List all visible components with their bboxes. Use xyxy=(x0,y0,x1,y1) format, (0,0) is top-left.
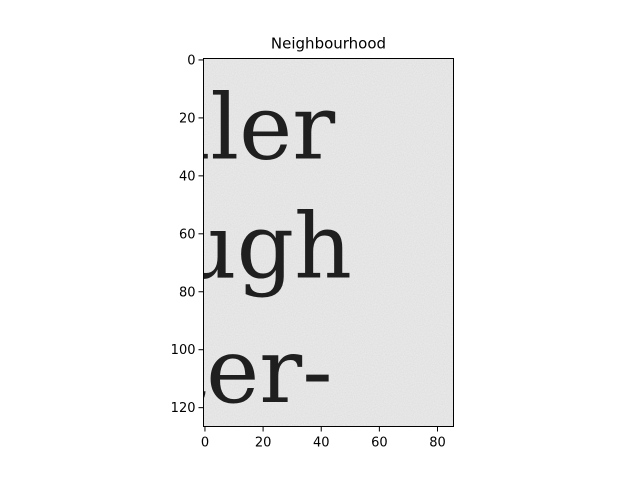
plot-frame xyxy=(203,58,454,427)
chart-title: Neighbourhood xyxy=(271,35,386,53)
y-tick-label: 60 xyxy=(179,227,196,242)
x-tick-label: 20 xyxy=(255,436,272,451)
y-tick-label: 100 xyxy=(171,343,196,358)
y-tick-label: 40 xyxy=(179,169,196,184)
y-tick-label: 20 xyxy=(179,111,196,126)
image-texture xyxy=(203,58,454,427)
image-text-line: ter- xyxy=(170,320,333,424)
image-text-group: ller ugh ter- xyxy=(170,76,352,424)
y-tick-label: 80 xyxy=(179,285,196,300)
y-axis: 0 20 40 60 80 100 120 xyxy=(171,53,204,416)
x-tick-label: 40 xyxy=(313,436,330,451)
x-axis: 0 20 40 60 80 xyxy=(201,426,446,451)
y-tick-label: 0 xyxy=(187,53,195,68)
image-area: ller ugh ter- xyxy=(170,58,454,427)
image-text-line: ugh xyxy=(179,195,352,299)
y-tick-label: 120 xyxy=(171,401,196,416)
image-text-line: ller xyxy=(182,76,336,180)
x-tick-label: 0 xyxy=(201,436,209,451)
x-tick-label: 60 xyxy=(371,436,388,451)
x-tick-label: 80 xyxy=(429,436,446,451)
